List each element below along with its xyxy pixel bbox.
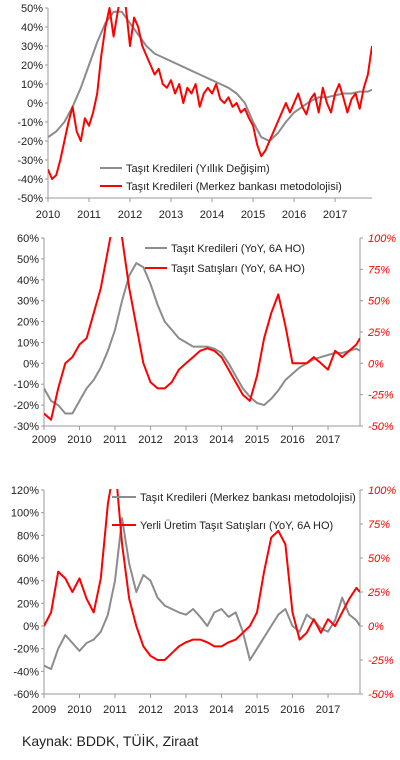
x-tick-label: 2010 bbox=[36, 209, 60, 221]
x-tick-label: 2017 bbox=[316, 434, 340, 446]
x-tick-label: 2011 bbox=[103, 434, 127, 446]
y-tick-label: 120% bbox=[11, 485, 39, 497]
x-tick-label: 2017 bbox=[316, 704, 340, 716]
chart-2: 60% 50% 40% 30% 20% 10% 0% -10% -20% -30% 100% 75% 5… bbox=[13, 233, 396, 446]
series-line-1 bbox=[44, 262, 360, 415]
x-tick-label: 2015 bbox=[245, 704, 269, 716]
y2-tick-label: -50% bbox=[368, 689, 394, 701]
y2-tick-label: 0% bbox=[368, 358, 384, 370]
y2-tick-label: -25% bbox=[368, 390, 394, 402]
y-tick-label: 40% bbox=[21, 22, 43, 34]
x-tick-label: 2013 bbox=[159, 209, 183, 221]
x-tick-label: 2012 bbox=[118, 209, 142, 221]
y-tick-label: 20% bbox=[17, 317, 39, 329]
y-tick-label: 20% bbox=[17, 598, 39, 610]
legend-label-1: Taşıt Kredileri (YoY, 6A HO) bbox=[171, 243, 305, 255]
x-tick-label: 2017 bbox=[323, 209, 347, 221]
y2-tick-label: -50% bbox=[368, 421, 394, 433]
series-line-1 bbox=[48, 10, 372, 142]
y-tick-label: 10% bbox=[17, 337, 39, 349]
x-tick-label: 2011 bbox=[103, 704, 127, 716]
y2-tick-label: 25% bbox=[367, 587, 390, 599]
x-tick-label: 2013 bbox=[174, 704, 198, 716]
x-tick-label: 2016 bbox=[282, 209, 306, 221]
y2-tick-label: 100% bbox=[368, 485, 396, 497]
x-tick-label: 2009 bbox=[32, 704, 56, 716]
y2-tick-label: -25% bbox=[368, 655, 394, 667]
legend-label-2: Taşıt Kredileri (Merkez bankası metodolo… bbox=[126, 181, 342, 193]
legend-label-2: Yerli Üretim Taşıt Satışları (YoY, 6A HO… bbox=[140, 520, 333, 532]
y-tick-label: -30% bbox=[13, 421, 39, 433]
y-tick-label: 80% bbox=[17, 530, 39, 542]
y-tick-label: -60% bbox=[13, 689, 39, 701]
x-tick-label: 2014 bbox=[209, 704, 233, 716]
chart-1: 50% 40% 30% 20% 10% 0% -10% -20% -30% -40% -50% 201… bbox=[17, 3, 372, 221]
x-tick-label: 2016 bbox=[280, 704, 304, 716]
y-tick-label: 60% bbox=[17, 233, 39, 245]
y-tick-label: -20% bbox=[13, 400, 39, 412]
y-tick-label: 30% bbox=[17, 296, 39, 308]
y2-tick-label: 100% bbox=[368, 233, 396, 245]
series-line-2 bbox=[44, 489, 360, 661]
y-tick-label: -20% bbox=[17, 136, 43, 148]
y-tick-label: -50% bbox=[17, 193, 43, 205]
y-tick-label: -10% bbox=[17, 117, 43, 129]
x-tick-label: 2012 bbox=[138, 704, 162, 716]
x-tick-label: 2016 bbox=[280, 434, 304, 446]
y-tick-label: 10% bbox=[21, 79, 43, 91]
y-tick-label: 50% bbox=[21, 3, 43, 15]
series-line-2 bbox=[44, 237, 360, 421]
y-tick-label: -40% bbox=[13, 666, 39, 678]
y-tick-label: 0% bbox=[23, 358, 39, 370]
y-tick-label: 40% bbox=[17, 275, 39, 287]
y-tick-label: 100% bbox=[11, 508, 39, 520]
y-tick-label: -20% bbox=[13, 644, 39, 656]
legend-label-1: Taşıt Kredileri (Yıllık Değişim) bbox=[126, 163, 270, 175]
y-tick-label: -10% bbox=[13, 379, 39, 391]
chart-3: 120% 100% 80% 60% 40% 20% 0% -20% -40% -60% 100% 75… bbox=[11, 485, 396, 716]
y2-tick-label: 75% bbox=[368, 519, 390, 531]
y-tick-label: 40% bbox=[17, 576, 39, 588]
y2-tick-label: 0% bbox=[368, 621, 384, 633]
y2-tick-label: 25% bbox=[367, 327, 390, 339]
y-tick-label: 50% bbox=[17, 254, 39, 266]
series-line-1 bbox=[44, 517, 360, 671]
x-tick-label: 2014 bbox=[200, 209, 224, 221]
y-tick-label: 0% bbox=[27, 98, 43, 110]
x-tick-label: 2010 bbox=[67, 434, 91, 446]
x-tick-label: 2015 bbox=[245, 434, 269, 446]
y-tick-label: -30% bbox=[17, 155, 43, 167]
y-tick-label: 60% bbox=[17, 553, 39, 565]
x-tick-label: 2015 bbox=[241, 209, 265, 221]
legend-label-2: Taşıt Satışları (YoY, 6A HO) bbox=[171, 263, 305, 275]
y-tick-label: 20% bbox=[21, 60, 43, 72]
y2-tick-label: 50% bbox=[368, 296, 390, 308]
x-tick-label: 2012 bbox=[138, 434, 162, 446]
legend-label-1: Taşıt Kredileri (Merkez bankası metodolo… bbox=[140, 492, 356, 504]
y2-tick-label: 75% bbox=[368, 264, 390, 276]
x-tick-label: 2009 bbox=[32, 434, 56, 446]
x-tick-label: 2011 bbox=[77, 209, 101, 221]
x-tick-label: 2014 bbox=[209, 434, 233, 446]
y-tick-label: 30% bbox=[21, 41, 43, 53]
y-tick-label: -40% bbox=[17, 174, 43, 186]
source-note: Kaynak: BDDK, TÜİK, Ziraat bbox=[22, 733, 199, 749]
y2-tick-label: 50% bbox=[368, 553, 390, 565]
y-tick-label: 0% bbox=[23, 621, 39, 633]
series-line-2 bbox=[48, 7, 372, 180]
x-tick-label: 2010 bbox=[67, 704, 91, 716]
x-tick-label: 2013 bbox=[174, 434, 198, 446]
